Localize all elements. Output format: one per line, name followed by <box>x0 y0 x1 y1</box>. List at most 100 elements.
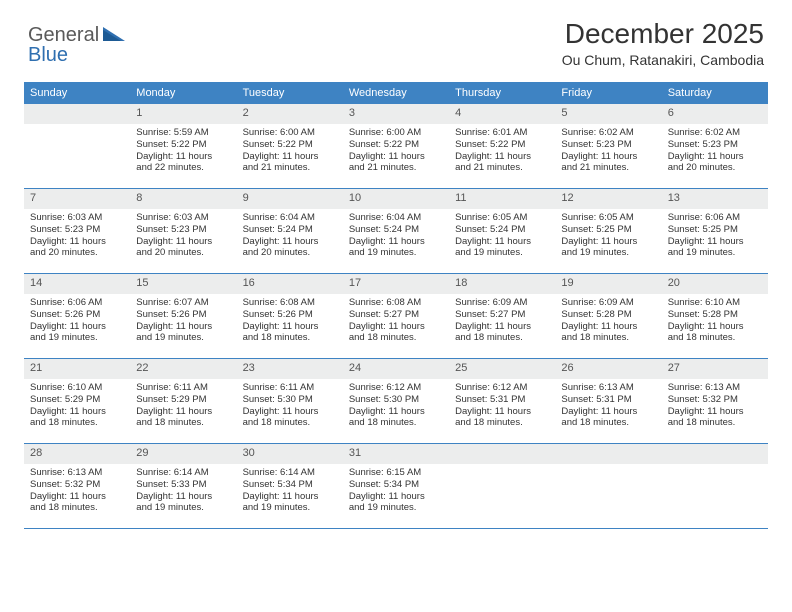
day-cell: 15Sunrise: 6:07 AMSunset: 5:26 PMDayligh… <box>130 274 236 358</box>
sunrise-line: Sunrise: 6:09 AM <box>455 297 549 309</box>
day-cell: 27Sunrise: 6:13 AMSunset: 5:32 PMDayligh… <box>662 359 768 443</box>
weeks-container: 1Sunrise: 5:59 AMSunset: 5:22 PMDaylight… <box>24 104 768 529</box>
daylight-line: Daylight: 11 hours and 18 minutes. <box>243 321 337 345</box>
day-body: Sunrise: 6:12 AMSunset: 5:30 PMDaylight:… <box>343 379 449 435</box>
week-row: 14Sunrise: 6:06 AMSunset: 5:26 PMDayligh… <box>24 274 768 359</box>
day-body: Sunrise: 6:13 AMSunset: 5:31 PMDaylight:… <box>555 379 661 435</box>
sunset-line: Sunset: 5:31 PM <box>561 394 655 406</box>
daylight-line: Daylight: 11 hours and 21 minutes. <box>455 151 549 175</box>
sunrise-line: Sunrise: 5:59 AM <box>136 127 230 139</box>
sunrise-line: Sunrise: 6:14 AM <box>136 467 230 479</box>
day-cell: 7Sunrise: 6:03 AMSunset: 5:23 PMDaylight… <box>24 189 130 273</box>
sunset-line: Sunset: 5:23 PM <box>30 224 124 236</box>
day-number: 9 <box>237 189 343 209</box>
day-body: Sunrise: 6:11 AMSunset: 5:29 PMDaylight:… <box>130 379 236 435</box>
day-body: Sunrise: 6:01 AMSunset: 5:22 PMDaylight:… <box>449 124 555 180</box>
sunset-line: Sunset: 5:26 PM <box>243 309 337 321</box>
day-body: Sunrise: 6:04 AMSunset: 5:24 PMDaylight:… <box>343 209 449 265</box>
day-body: Sunrise: 6:04 AMSunset: 5:24 PMDaylight:… <box>237 209 343 265</box>
sunrise-line: Sunrise: 6:03 AM <box>30 212 124 224</box>
sunset-line: Sunset: 5:32 PM <box>668 394 762 406</box>
daylight-line: Daylight: 11 hours and 19 minutes. <box>349 236 443 260</box>
day-cell <box>449 444 555 528</box>
daylight-line: Daylight: 11 hours and 22 minutes. <box>136 151 230 175</box>
day-number: 15 <box>130 274 236 294</box>
sunrise-line: Sunrise: 6:13 AM <box>561 382 655 394</box>
sunrise-line: Sunrise: 6:10 AM <box>30 382 124 394</box>
day-number: 25 <box>449 359 555 379</box>
daylight-line: Daylight: 11 hours and 20 minutes. <box>30 236 124 260</box>
day-number: 23 <box>237 359 343 379</box>
sunset-line: Sunset: 5:28 PM <box>668 309 762 321</box>
day-cell: 5Sunrise: 6:02 AMSunset: 5:23 PMDaylight… <box>555 104 661 188</box>
daylight-line: Daylight: 11 hours and 19 minutes. <box>455 236 549 260</box>
sunrise-line: Sunrise: 6:04 AM <box>349 212 443 224</box>
sunrise-line: Sunrise: 6:13 AM <box>30 467 124 479</box>
sunrise-line: Sunrise: 6:11 AM <box>136 382 230 394</box>
daylight-line: Daylight: 11 hours and 18 minutes. <box>455 406 549 430</box>
sunrise-line: Sunrise: 6:06 AM <box>30 297 124 309</box>
day-cell: 18Sunrise: 6:09 AMSunset: 5:27 PMDayligh… <box>449 274 555 358</box>
daylight-line: Daylight: 11 hours and 19 minutes. <box>30 321 124 345</box>
sunset-line: Sunset: 5:27 PM <box>349 309 443 321</box>
daylight-line: Daylight: 11 hours and 19 minutes. <box>136 321 230 345</box>
sunrise-line: Sunrise: 6:15 AM <box>349 467 443 479</box>
day-cell: 23Sunrise: 6:11 AMSunset: 5:30 PMDayligh… <box>237 359 343 443</box>
day-number: 3 <box>343 104 449 124</box>
day-cell <box>24 104 130 188</box>
day-number: 2 <box>237 104 343 124</box>
week-row: 7Sunrise: 6:03 AMSunset: 5:23 PMDaylight… <box>24 189 768 274</box>
day-cell: 1Sunrise: 5:59 AMSunset: 5:22 PMDaylight… <box>130 104 236 188</box>
daylight-line: Daylight: 11 hours and 18 minutes. <box>30 491 124 515</box>
day-number: 5 <box>555 104 661 124</box>
day-number: 30 <box>237 444 343 464</box>
day-number: 29 <box>130 444 236 464</box>
day-number: 16 <box>237 274 343 294</box>
sunset-line: Sunset: 5:26 PM <box>30 309 124 321</box>
day-cell: 17Sunrise: 6:08 AMSunset: 5:27 PMDayligh… <box>343 274 449 358</box>
day-number: 8 <box>130 189 236 209</box>
day-number-empty <box>449 444 555 464</box>
sunset-line: Sunset: 5:22 PM <box>455 139 549 151</box>
sunset-line: Sunset: 5:22 PM <box>243 139 337 151</box>
day-number-empty <box>555 444 661 464</box>
week-row: 28Sunrise: 6:13 AMSunset: 5:32 PMDayligh… <box>24 444 768 529</box>
day-cell: 4Sunrise: 6:01 AMSunset: 5:22 PMDaylight… <box>449 104 555 188</box>
day-number: 24 <box>343 359 449 379</box>
weekday-wednesday: Wednesday <box>343 82 449 104</box>
day-cell: 26Sunrise: 6:13 AMSunset: 5:31 PMDayligh… <box>555 359 661 443</box>
day-body: Sunrise: 6:10 AMSunset: 5:29 PMDaylight:… <box>24 379 130 435</box>
weekday-monday: Monday <box>130 82 236 104</box>
day-number: 11 <box>449 189 555 209</box>
day-number-empty <box>24 104 130 124</box>
weekday-thursday: Thursday <box>449 82 555 104</box>
sunset-line: Sunset: 5:25 PM <box>668 224 762 236</box>
day-body: Sunrise: 6:06 AMSunset: 5:25 PMDaylight:… <box>662 209 768 265</box>
day-cell: 28Sunrise: 6:13 AMSunset: 5:32 PMDayligh… <box>24 444 130 528</box>
weekday-sunday: Sunday <box>24 82 130 104</box>
sunrise-line: Sunrise: 6:12 AM <box>349 382 443 394</box>
logo-text-blue: Blue <box>28 44 68 67</box>
sunset-line: Sunset: 5:23 PM <box>668 139 762 151</box>
day-number-empty <box>662 444 768 464</box>
day-number: 19 <box>555 274 661 294</box>
day-cell: 6Sunrise: 6:02 AMSunset: 5:23 PMDaylight… <box>662 104 768 188</box>
day-number: 13 <box>662 189 768 209</box>
day-body: Sunrise: 6:06 AMSunset: 5:26 PMDaylight:… <box>24 294 130 350</box>
day-body: Sunrise: 6:00 AMSunset: 5:22 PMDaylight:… <box>237 124 343 180</box>
header: General December 2025 Ou Chum, Ratanakir… <box>0 0 792 76</box>
logo-triangle-icon <box>103 25 125 46</box>
sunset-line: Sunset: 5:29 PM <box>136 394 230 406</box>
day-body: Sunrise: 6:11 AMSunset: 5:30 PMDaylight:… <box>237 379 343 435</box>
day-body: Sunrise: 6:02 AMSunset: 5:23 PMDaylight:… <box>555 124 661 180</box>
week-row: 1Sunrise: 5:59 AMSunset: 5:22 PMDaylight… <box>24 104 768 189</box>
sunrise-line: Sunrise: 6:06 AM <box>668 212 762 224</box>
sunset-line: Sunset: 5:31 PM <box>455 394 549 406</box>
sunrise-line: Sunrise: 6:05 AM <box>561 212 655 224</box>
calendar: Sunday Monday Tuesday Wednesday Thursday… <box>24 82 768 529</box>
sunrise-line: Sunrise: 6:02 AM <box>668 127 762 139</box>
page-title: December 2025 <box>562 18 764 50</box>
daylight-line: Daylight: 11 hours and 18 minutes. <box>668 321 762 345</box>
daylight-line: Daylight: 11 hours and 19 minutes. <box>243 491 337 515</box>
sunrise-line: Sunrise: 6:02 AM <box>561 127 655 139</box>
